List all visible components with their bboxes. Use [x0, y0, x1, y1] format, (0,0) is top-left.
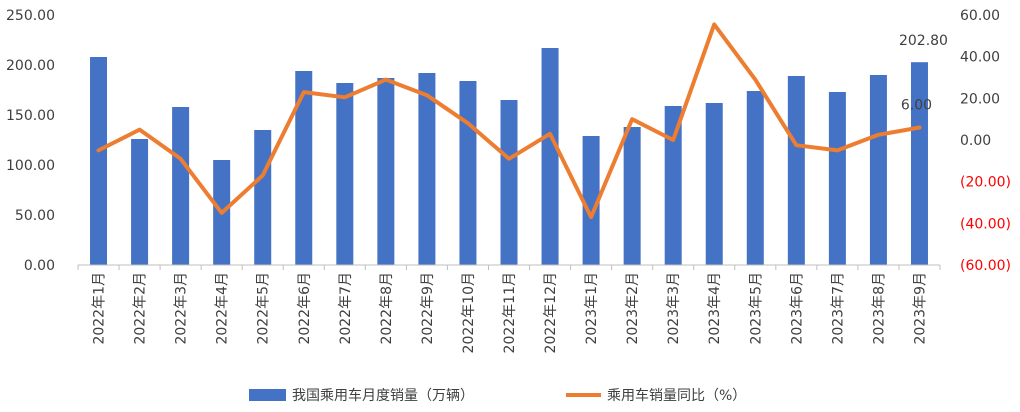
sales-bar: [295, 71, 313, 265]
sales-bar: [910, 62, 928, 266]
x-category-label: 2022年10月: [461, 272, 477, 353]
x-category-label: 2022年9月: [420, 272, 436, 345]
sales-bar: [336, 83, 354, 265]
sales-bar: [500, 100, 518, 265]
sales-bar: [828, 92, 846, 265]
x-category-label: 2023年7月: [830, 272, 846, 345]
legend-bar-label: 我国乘用车月度销量（万辆）: [292, 387, 474, 404]
data-label: 6.00: [901, 98, 932, 114]
left-axis-tick-label: 200.00: [6, 58, 55, 74]
sales-bar: [869, 75, 887, 265]
x-category-label: 2023年4月: [707, 272, 723, 345]
sales-bar: [582, 136, 600, 265]
x-category-label: 2022年4月: [215, 272, 231, 345]
sales-bar: [418, 73, 436, 265]
x-category-label: 2022年1月: [92, 272, 108, 345]
sales-bar: [254, 130, 272, 265]
sales-bar: [705, 103, 723, 265]
x-category-label: 2022年8月: [379, 272, 395, 345]
x-category-label: 2022年5月: [256, 272, 272, 345]
right-axis-tick-label: 40.00: [960, 50, 1000, 66]
x-category-label: 2023年6月: [789, 272, 805, 345]
sales-bar: [172, 107, 190, 265]
x-category-label: 2023年1月: [584, 272, 600, 345]
left-axis-tick-label: 0.00: [24, 258, 55, 274]
x-category-label: 2023年3月: [666, 272, 682, 345]
x-category-label: 2023年5月: [748, 272, 764, 345]
right-axis-tick-label: 20.00: [960, 91, 1000, 107]
sales-bar: [90, 57, 108, 265]
left-axis-tick-label: 100.00: [6, 158, 55, 174]
x-category-label: 2022年7月: [338, 272, 354, 345]
legend-line-label: 乘用车销量同比（%）: [607, 387, 746, 404]
x-category-label: 2023年2月: [625, 272, 641, 345]
legend-bar-swatch: [249, 389, 286, 401]
sales-bar: [459, 81, 477, 265]
left-axis-tick-label: 150.00: [6, 108, 55, 124]
right-axis-tick-label: (20.00): [960, 175, 1011, 191]
right-axis-tick-label: 0.00: [960, 133, 991, 149]
sales-bar: [746, 91, 764, 265]
left-axis-tick-label: 50.00: [15, 208, 55, 224]
sales-bar: [787, 76, 805, 265]
x-category-label: 2023年8月: [871, 272, 887, 345]
sales-bar: [377, 78, 395, 265]
sales-bar: [623, 127, 641, 265]
right-axis-tick-label: (40.00): [960, 216, 1011, 232]
sales-bar: [664, 106, 682, 265]
data-label: 202.80: [899, 33, 948, 49]
right-axis-tick-label: 60.00: [960, 8, 1000, 24]
x-category-label: 2022年11月: [502, 272, 518, 353]
sales-bar: [541, 48, 559, 265]
right-axis-tick-label: (60.00): [960, 258, 1011, 274]
x-category-label: 2022年2月: [133, 272, 149, 345]
left-axis-tick-label: 250.00: [6, 8, 55, 24]
x-category-label: 2022年6月: [297, 272, 313, 345]
x-category-label: 2023年9月: [912, 272, 928, 345]
x-category-label: 2022年3月: [174, 272, 190, 345]
x-category-label: 2022年12月: [543, 272, 559, 353]
sales-bar: [131, 139, 149, 265]
